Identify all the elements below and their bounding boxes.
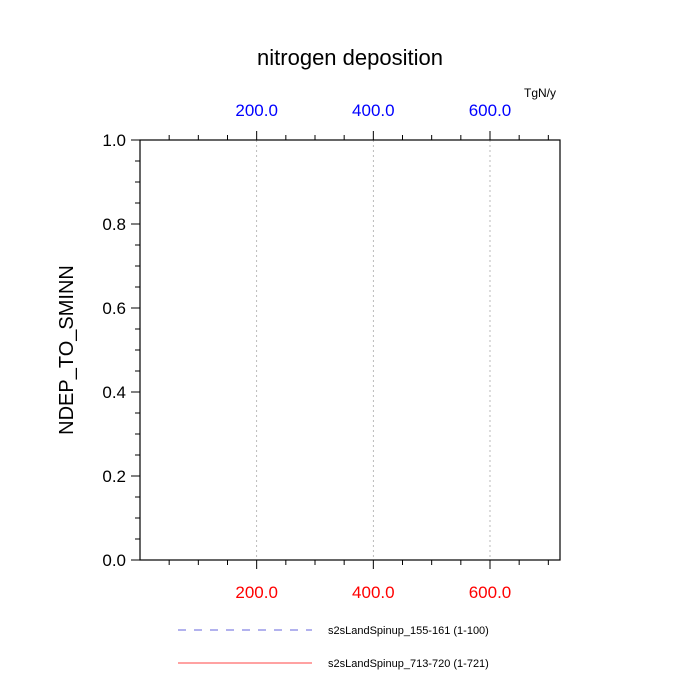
chart-title: nitrogen deposition xyxy=(257,45,443,70)
legend-label-1: s2sLandSpinup_713-720 (1-721) xyxy=(328,658,489,670)
y-tick-label-4: 0.8 xyxy=(102,215,126,234)
tick-labels: 200.0 200.0 400.0 400.0 600.0 600.0 0.0 0.2 0.4 0… xyxy=(102,101,511,602)
y-tick-label-3: 0.6 xyxy=(102,299,126,318)
y-tick-label-0: 0.0 xyxy=(102,551,126,570)
grid-lines xyxy=(256,140,491,560)
y-tick-label-5: 1.0 xyxy=(102,131,126,150)
x-tick-label-bottom-0: 200.0 xyxy=(235,583,278,602)
x-tick-label-top-0: 200.0 xyxy=(235,101,278,120)
units-label: TgN/y xyxy=(524,86,556,100)
legend-label-0: s2sLandSpinup_155-161 (1-100) xyxy=(328,625,489,637)
x-tick-label-top-2: 600.0 xyxy=(469,101,512,120)
legend: s2sLandSpinup_155-161 (1-100) s2sLandSpin… xyxy=(178,625,489,670)
y-tick-label-2: 0.4 xyxy=(102,383,126,402)
y-axis-label: NDEP_TO_SMINN xyxy=(56,265,78,435)
plot-frame xyxy=(139,139,561,561)
y-tick-label-1: 0.2 xyxy=(102,467,126,486)
x-tick-label-top-1: 400.0 xyxy=(352,101,395,120)
x-tick-label-bottom-2: 600.0 xyxy=(469,583,512,602)
x-tick-label-bottom-1: 400.0 xyxy=(352,583,395,602)
tick-marks xyxy=(131,131,549,569)
